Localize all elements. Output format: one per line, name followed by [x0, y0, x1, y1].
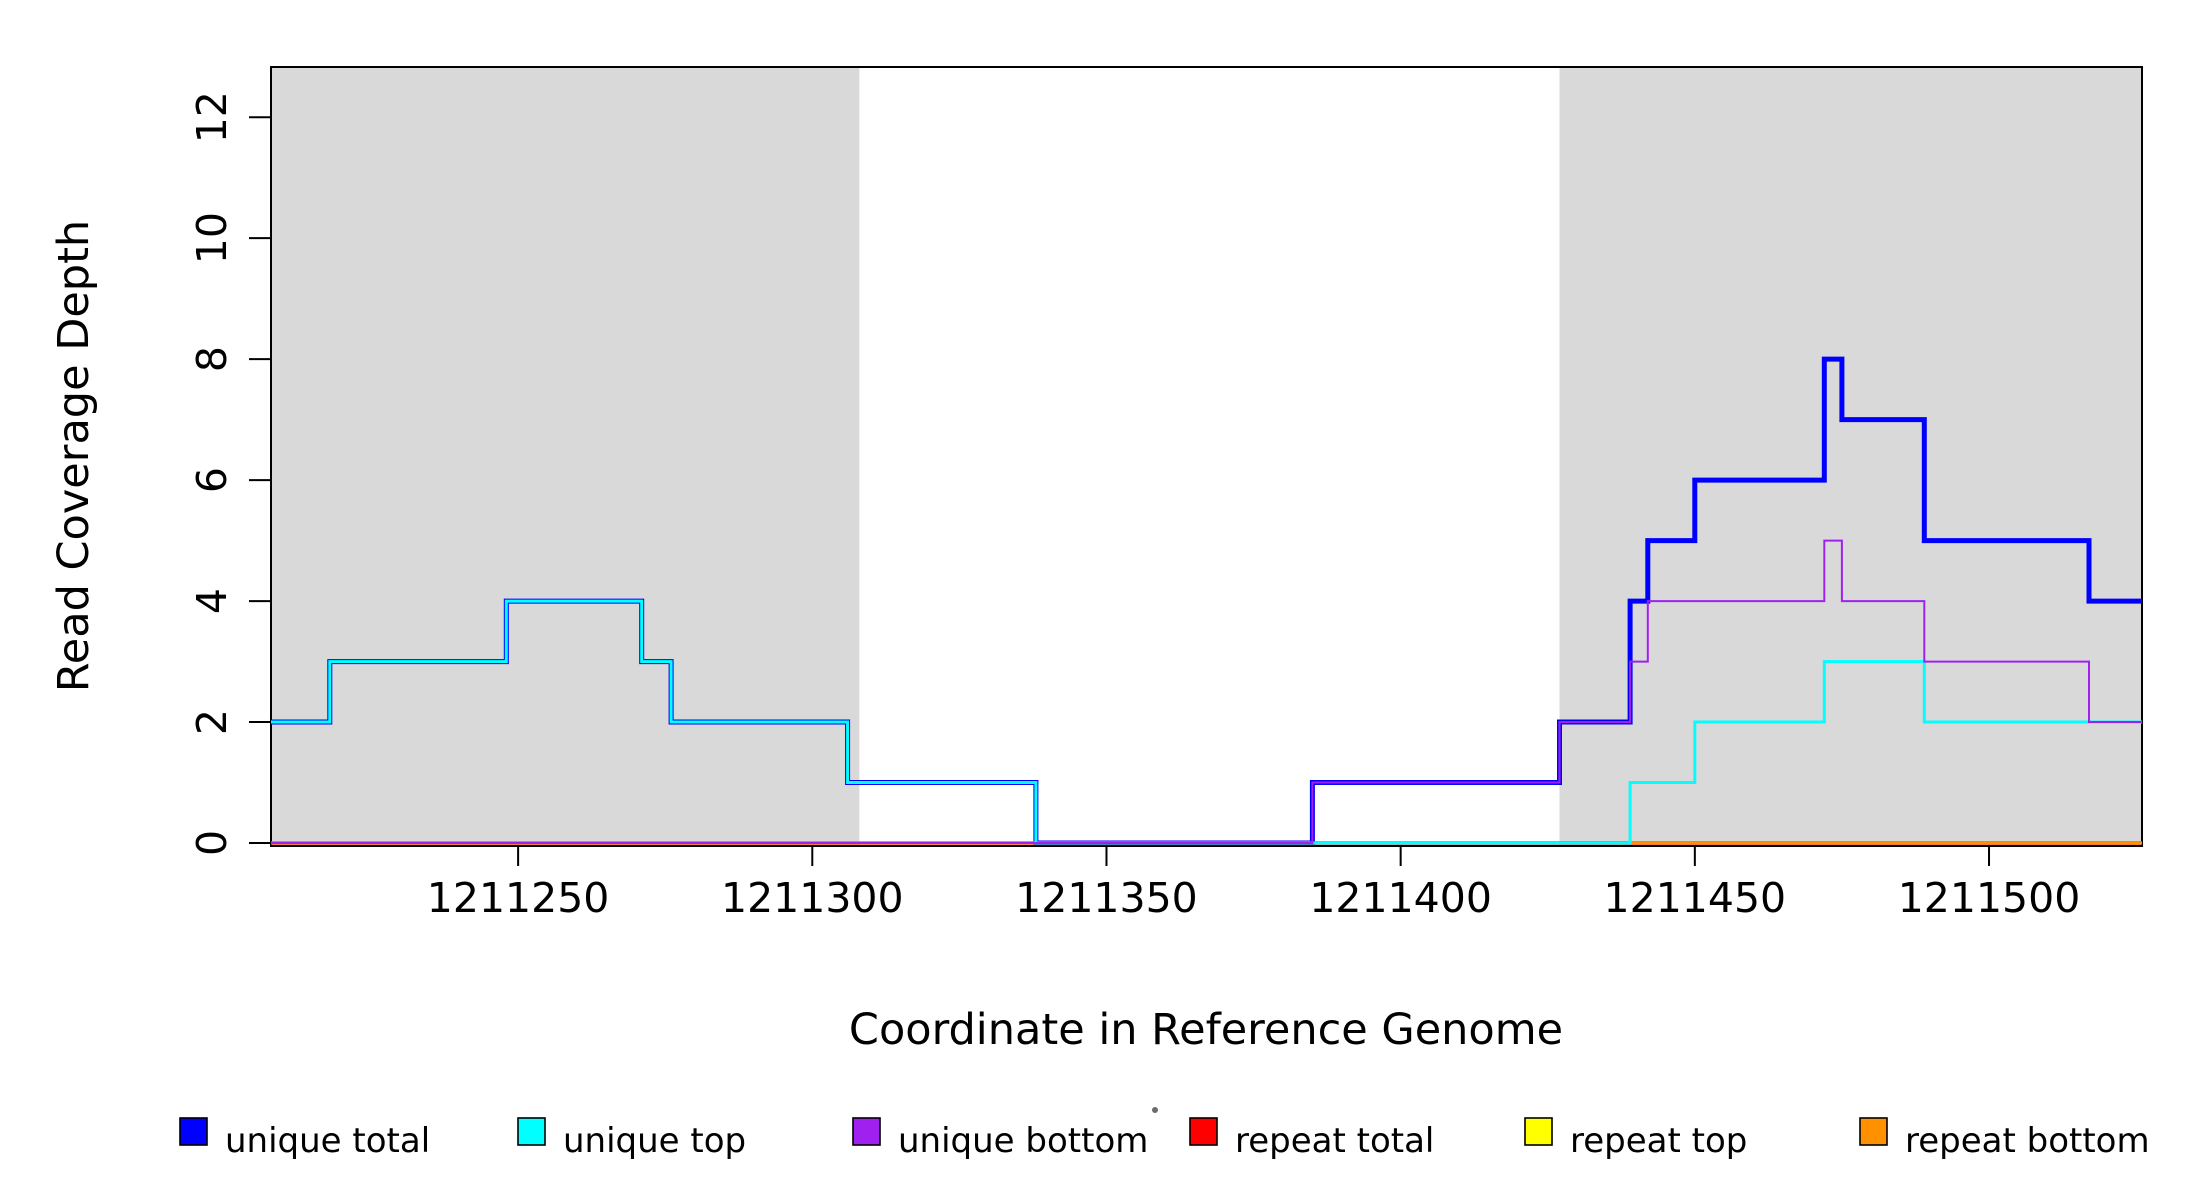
legend-label-unique-top: unique top	[563, 1121, 746, 1161]
shaded-regions	[271, 67, 2142, 846]
y-tick-label: 2	[188, 709, 236, 735]
x-tick-label: 1211300	[721, 874, 904, 922]
series-line-unique-top	[271, 599, 2142, 845]
shaded-region-1	[1559, 67, 2142, 846]
series-lines	[271, 356, 2142, 846]
y-tick-label: 8	[188, 346, 236, 372]
legend-label-repeat-total: repeat total	[1235, 1121, 1434, 1161]
y-tick-label: 4	[188, 588, 236, 614]
x-tick-label: 1211350	[1015, 874, 1198, 922]
plot-box	[270, 66, 2143, 847]
x-tick-label: 1211500	[1898, 874, 2081, 922]
legend-swatch-repeat-bottom	[1859, 1117, 1888, 1146]
plot-border	[270, 66, 2143, 847]
series-line-unique-bottom	[271, 539, 2142, 844]
legend-label-unique-total: unique total	[225, 1121, 430, 1161]
legend-swatch-unique-top	[517, 1117, 546, 1146]
x-axis-title: Coordinate in Reference Genome	[849, 1005, 1563, 1055]
legend-label-repeat-bottom: repeat bottom	[1905, 1121, 2150, 1161]
legend-swatch-unique-total	[179, 1117, 208, 1146]
legend-label-repeat-top: repeat top	[1570, 1121, 1747, 1161]
shaded-region-0	[271, 67, 860, 846]
x-tick-label: 1211450	[1604, 874, 1787, 922]
y-tick-label: 6	[188, 467, 236, 493]
y-axis: 0 2 4 6 8 10 12	[188, 91, 271, 856]
y-tick-label: 12	[188, 91, 236, 143]
legend-swatch-unique-bottom	[852, 1117, 881, 1146]
stray-dot-artifact	[1152, 1107, 1158, 1113]
x-tick-label: 1211250	[427, 874, 610, 922]
y-tick-label: 0	[188, 830, 236, 856]
legend: unique total unique top unique bottom repea…	[179, 1117, 2150, 1161]
y-tick-label: 10	[188, 212, 236, 264]
x-axis: 1211250 1211300 1211350 1211400 1211450 12115…	[427, 846, 2081, 922]
legend-label-unique-bottom: unique bottom	[898, 1121, 1148, 1161]
legend-swatch-repeat-total	[1189, 1117, 1218, 1146]
legend-swatch-repeat-top	[1524, 1117, 1553, 1146]
y-axis-title: Read Coverage Depth	[49, 220, 99, 692]
x-tick-label: 1211400	[1309, 874, 1492, 922]
